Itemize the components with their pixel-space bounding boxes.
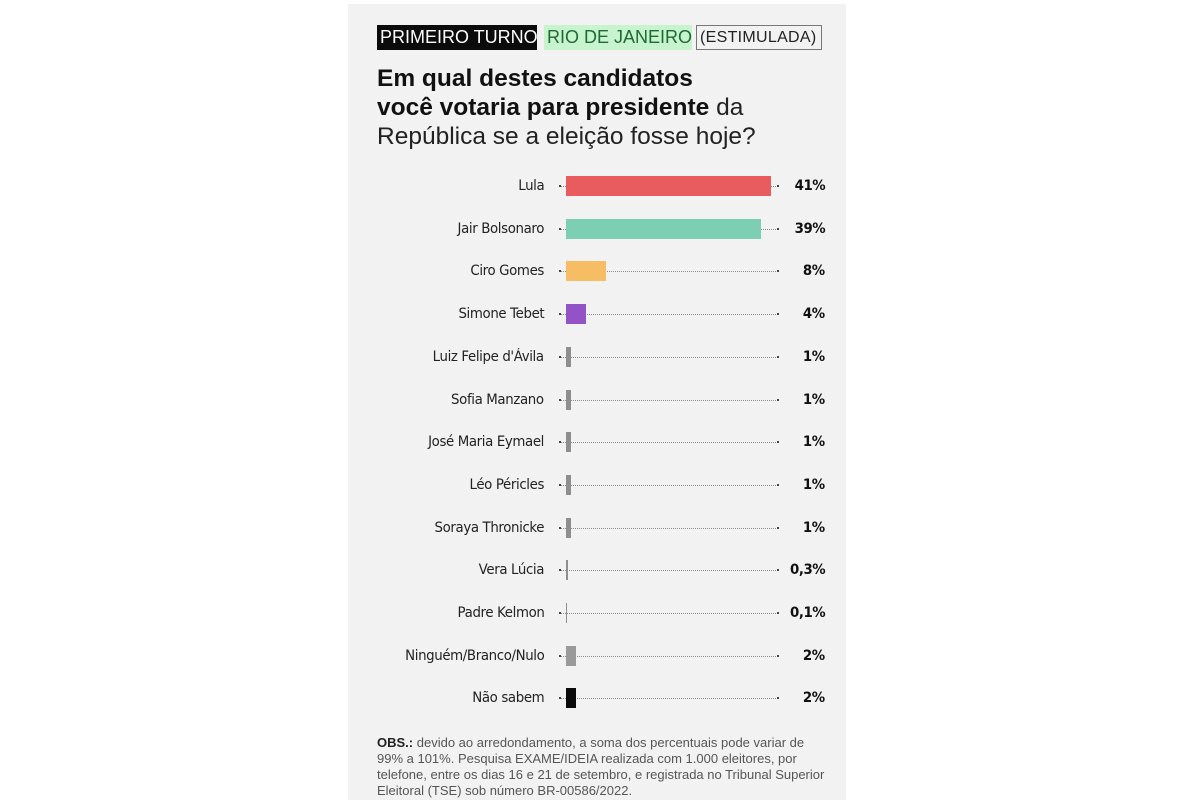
dotted-guide-line	[559, 313, 779, 316]
chart-row: Jair Bolsonaro 39%	[348, 209, 846, 249]
header-tags: PRIMEIRO TURNO RIO DE JANEIRO (ESTIMULAD…	[377, 25, 822, 50]
chart-row: Ciro Gomes 8%	[348, 251, 846, 291]
value-label: 2%	[803, 647, 825, 664]
category-label: Ninguém/Branco/Nulo	[404, 647, 545, 664]
value-label: 1%	[803, 348, 825, 365]
footnote-label: OBS.:	[377, 735, 414, 750]
value-label: 1%	[803, 434, 825, 451]
bar	[566, 304, 586, 325]
value-label: 4%	[803, 306, 825, 323]
category-label: Vera Lúcia	[478, 562, 545, 579]
chart-row: Ninguém/Branco/Nulo 2%	[348, 636, 846, 676]
bar	[566, 603, 567, 623]
bar	[566, 560, 568, 581]
chart-row: José Maria Eymael 1%	[348, 422, 846, 462]
dotted-guide-line	[559, 483, 779, 486]
bar	[566, 261, 606, 282]
bar	[566, 218, 761, 239]
dotted-guide-line	[559, 612, 779, 614]
footnote-text: devido ao arredondamento, a soma dos per…	[377, 735, 825, 798]
chart-row: Léo Péricles 1%	[348, 465, 846, 505]
tag-round: PRIMEIRO TURNO	[377, 25, 538, 50]
tag-survey-type: (ESTIMULADA)	[696, 25, 822, 50]
chart-row: Não sabem 2%	[348, 678, 846, 718]
value-label: 8%	[803, 263, 825, 280]
bar	[566, 517, 571, 538]
bar	[566, 474, 571, 495]
title-light-1: da	[709, 94, 744, 121]
tag-state: RIO DE JANEIRO	[544, 25, 692, 50]
bar	[566, 346, 571, 367]
bar	[566, 389, 571, 410]
dotted-guide-line	[559, 654, 779, 657]
chart-row: Luiz Felipe d'Ávila 1%	[348, 337, 846, 377]
bar	[566, 176, 771, 196]
chart-title: Em qual destes candidatos você votaria p…	[377, 64, 837, 151]
title-light-2: República se a eleição fosse hoje?	[377, 123, 756, 150]
chart-row: Soraya Thronicke 1%	[348, 508, 846, 548]
value-label: 0,3%	[789, 562, 826, 579]
category-label: Jair Bolsonaro	[457, 220, 544, 237]
category-label: Soraya Thronicke	[434, 519, 544, 536]
category-label: José Maria Eymael	[428, 434, 544, 451]
value-label: 41%	[794, 178, 825, 194]
dotted-guide-line	[559, 355, 779, 358]
chart-row: Lula 41%	[348, 166, 846, 206]
value-label: 1%	[803, 519, 825, 536]
bar	[566, 432, 571, 453]
dotted-guide-line	[559, 697, 779, 700]
category-label: Luiz Felipe d'Ávila	[432, 348, 544, 365]
value-label: 1%	[803, 476, 825, 493]
title-bold-line-2: você votaria para presidente	[377, 94, 710, 121]
category-label: Ciro Gomes	[470, 263, 544, 280]
chart-panel: PRIMEIRO TURNO RIO DE JANEIRO (ESTIMULAD…	[348, 4, 846, 800]
value-label: 2%	[803, 690, 825, 707]
bar	[566, 645, 576, 666]
dotted-guide-line	[559, 270, 779, 273]
value-label: 1%	[803, 391, 825, 408]
dotted-guide-line	[559, 569, 779, 572]
value-label: 0,1%	[789, 605, 826, 621]
bar	[566, 688, 576, 709]
dotted-guide-line	[559, 526, 779, 529]
category-label: Não sabem	[471, 690, 544, 707]
chart-row: Sofia Manzano 1%	[348, 380, 846, 420]
dotted-guide-line	[559, 398, 779, 401]
category-label: Lula	[517, 178, 544, 194]
category-label: Sofia Manzano	[451, 391, 544, 408]
title-bold-line-1: Em qual destes candidatos	[377, 65, 693, 92]
chart-row: Vera Lúcia 0,3%	[348, 550, 846, 590]
value-label: 39%	[794, 220, 825, 237]
dotted-guide-line	[559, 441, 779, 444]
category-label: Padre Kelmon	[457, 605, 544, 621]
chart-row: Padre Kelmon 0,1%	[348, 593, 846, 633]
category-label: Léo Péricles	[469, 476, 544, 493]
footnote: OBS.: devido ao arredondamento, a soma d…	[377, 735, 827, 799]
chart-row: Simone Tebet 4%	[348, 294, 846, 334]
category-label: Simone Tebet	[458, 306, 544, 323]
